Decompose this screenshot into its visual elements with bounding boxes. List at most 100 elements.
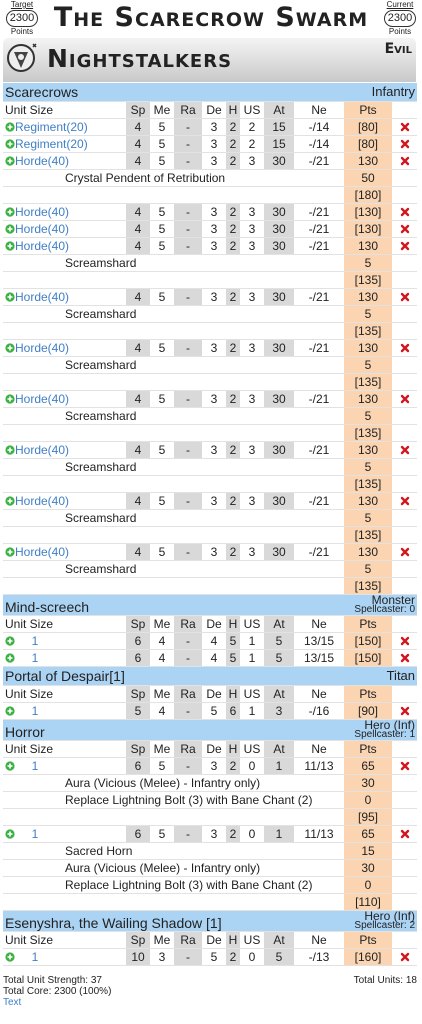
upgrade-points: 5 — [344, 407, 392, 425]
unit-name[interactable]: Horde(40) — [15, 239, 70, 253]
remove-icon[interactable] — [400, 706, 410, 716]
unit-row: 1 10 3-5 2 0 5 -/13 [160] — [3, 948, 418, 966]
stat-cell: 3 — [240, 288, 264, 306]
remove-icon[interactable] — [400, 156, 410, 166]
unit-name[interactable]: Regiment(20) — [15, 137, 88, 151]
remove-icon[interactable] — [400, 122, 410, 132]
unit-name[interactable]: Horde(40) — [15, 222, 70, 236]
stat-cell: 2 — [226, 220, 240, 238]
stat-cell: - — [174, 135, 202, 153]
add-icon[interactable] — [5, 343, 15, 353]
remove-cell — [392, 441, 418, 459]
column-header: Unit Size — [3, 685, 126, 703]
section-type: Hero (Inf) — [364, 910, 416, 923]
add-icon[interactable] — [5, 496, 15, 506]
column-header: Pts — [344, 685, 392, 703]
add-icon[interactable] — [5, 653, 15, 663]
unit-row: Horde(40) 4 5-3 2 3 30 -/21 130 — [3, 237, 418, 255]
remove-icon[interactable] — [400, 547, 410, 557]
stat-cell: - — [174, 441, 202, 459]
add-icon[interactable] — [5, 636, 15, 646]
unit-name[interactable]: Horde(40) — [15, 443, 70, 457]
text-link[interactable]: Text — [3, 997, 22, 1008]
add-icon[interactable] — [5, 139, 15, 149]
add-icon[interactable] — [5, 241, 15, 251]
unit-points: 130 — [344, 339, 392, 357]
empty-cell — [3, 271, 344, 289]
stat-cell: 3 — [202, 441, 226, 459]
remove-icon[interactable] — [400, 445, 410, 455]
remove-icon[interactable] — [400, 761, 410, 771]
remove-icon[interactable] — [400, 653, 410, 663]
unit-name[interactable]: 1 — [31, 759, 39, 773]
column-header: H — [226, 615, 240, 633]
add-icon[interactable] — [5, 207, 15, 217]
remove-icon[interactable] — [400, 241, 410, 251]
unit-name[interactable]: Horde(40) — [15, 494, 70, 508]
add-icon[interactable] — [5, 224, 15, 234]
remove-icon[interactable] — [400, 636, 410, 646]
stat-cell: - — [174, 948, 202, 966]
add-icon[interactable] — [5, 122, 15, 132]
stat-cell: 30 — [264, 390, 294, 408]
remove-cell — [392, 702, 418, 720]
upgrade-points: 30 — [344, 774, 392, 792]
unit-points: [160] — [344, 948, 392, 966]
total-row: [135] — [3, 322, 418, 340]
unit-points: [80] — [344, 118, 392, 136]
remove-icon[interactable] — [400, 292, 410, 302]
unit-name-cell: Horde(40) — [3, 203, 126, 221]
column-header: Unit Size — [3, 740, 126, 758]
add-icon[interactable] — [5, 761, 15, 771]
unit-name[interactable]: Horde(40) — [15, 205, 70, 219]
stat-cell: 3 — [202, 543, 226, 561]
empty-cell — [3, 893, 344, 911]
add-icon[interactable] — [5, 156, 15, 166]
section-header-row: Horror Hero (Inf) Spellcaster: 1 — [3, 719, 418, 741]
empty-cell — [392, 424, 418, 442]
unit-name[interactable]: 1 — [31, 827, 39, 841]
unit-name[interactable]: 1 — [31, 704, 39, 718]
unit-name[interactable]: 1 — [31, 651, 39, 665]
add-icon[interactable] — [5, 829, 15, 839]
add-icon[interactable] — [5, 445, 15, 455]
unit-name[interactable]: Horde(40) — [15, 341, 70, 355]
column-header: Me — [150, 101, 174, 119]
add-icon[interactable] — [5, 952, 15, 962]
section-header-content: Horror Hero (Inf) Spellcaster: 1 — [5, 720, 415, 740]
unit-name[interactable]: 1 — [31, 634, 39, 648]
remove-icon[interactable] — [400, 139, 410, 149]
add-icon[interactable] — [5, 547, 15, 557]
remove-icon[interactable] — [400, 496, 410, 506]
remove-icon[interactable] — [400, 343, 410, 353]
stat-cell: 6 — [126, 649, 150, 667]
remove-cell — [392, 203, 418, 221]
stat-cell: 3 — [240, 237, 264, 255]
stat-cell: 3 — [240, 441, 264, 459]
army-icon — [7, 43, 37, 72]
column-header: H — [226, 740, 240, 758]
section-header-row: Scarecrows Infantry — [3, 83, 418, 102]
upgrade-points: 5 — [344, 305, 392, 323]
add-icon[interactable] — [5, 706, 15, 716]
unit-name[interactable]: Horde(40) — [15, 392, 70, 406]
remove-icon[interactable] — [400, 829, 410, 839]
add-icon[interactable] — [5, 292, 15, 302]
unit-name[interactable]: Horde(40) — [15, 545, 70, 559]
remove-icon[interactable] — [400, 207, 410, 217]
add-icon[interactable] — [5, 394, 15, 404]
stat-cell: - — [174, 543, 202, 561]
stat-cell: 3 — [240, 492, 264, 510]
remove-icon[interactable] — [400, 952, 410, 962]
stat-cell: 2 — [226, 441, 240, 459]
stat-cell: - — [174, 203, 202, 221]
remove-icon[interactable] — [400, 394, 410, 404]
stat-cell: 5 — [150, 390, 174, 408]
unit-name[interactable]: Horde(40) — [15, 154, 70, 168]
unit-name[interactable]: 1 — [31, 950, 39, 964]
stat-cell: 0 — [240, 825, 264, 843]
unit-name[interactable]: Horde(40) — [15, 290, 70, 304]
remove-icon[interactable] — [400, 224, 410, 234]
stat-cell: -/14 — [294, 135, 344, 153]
unit-name[interactable]: Regiment(20) — [15, 120, 88, 134]
